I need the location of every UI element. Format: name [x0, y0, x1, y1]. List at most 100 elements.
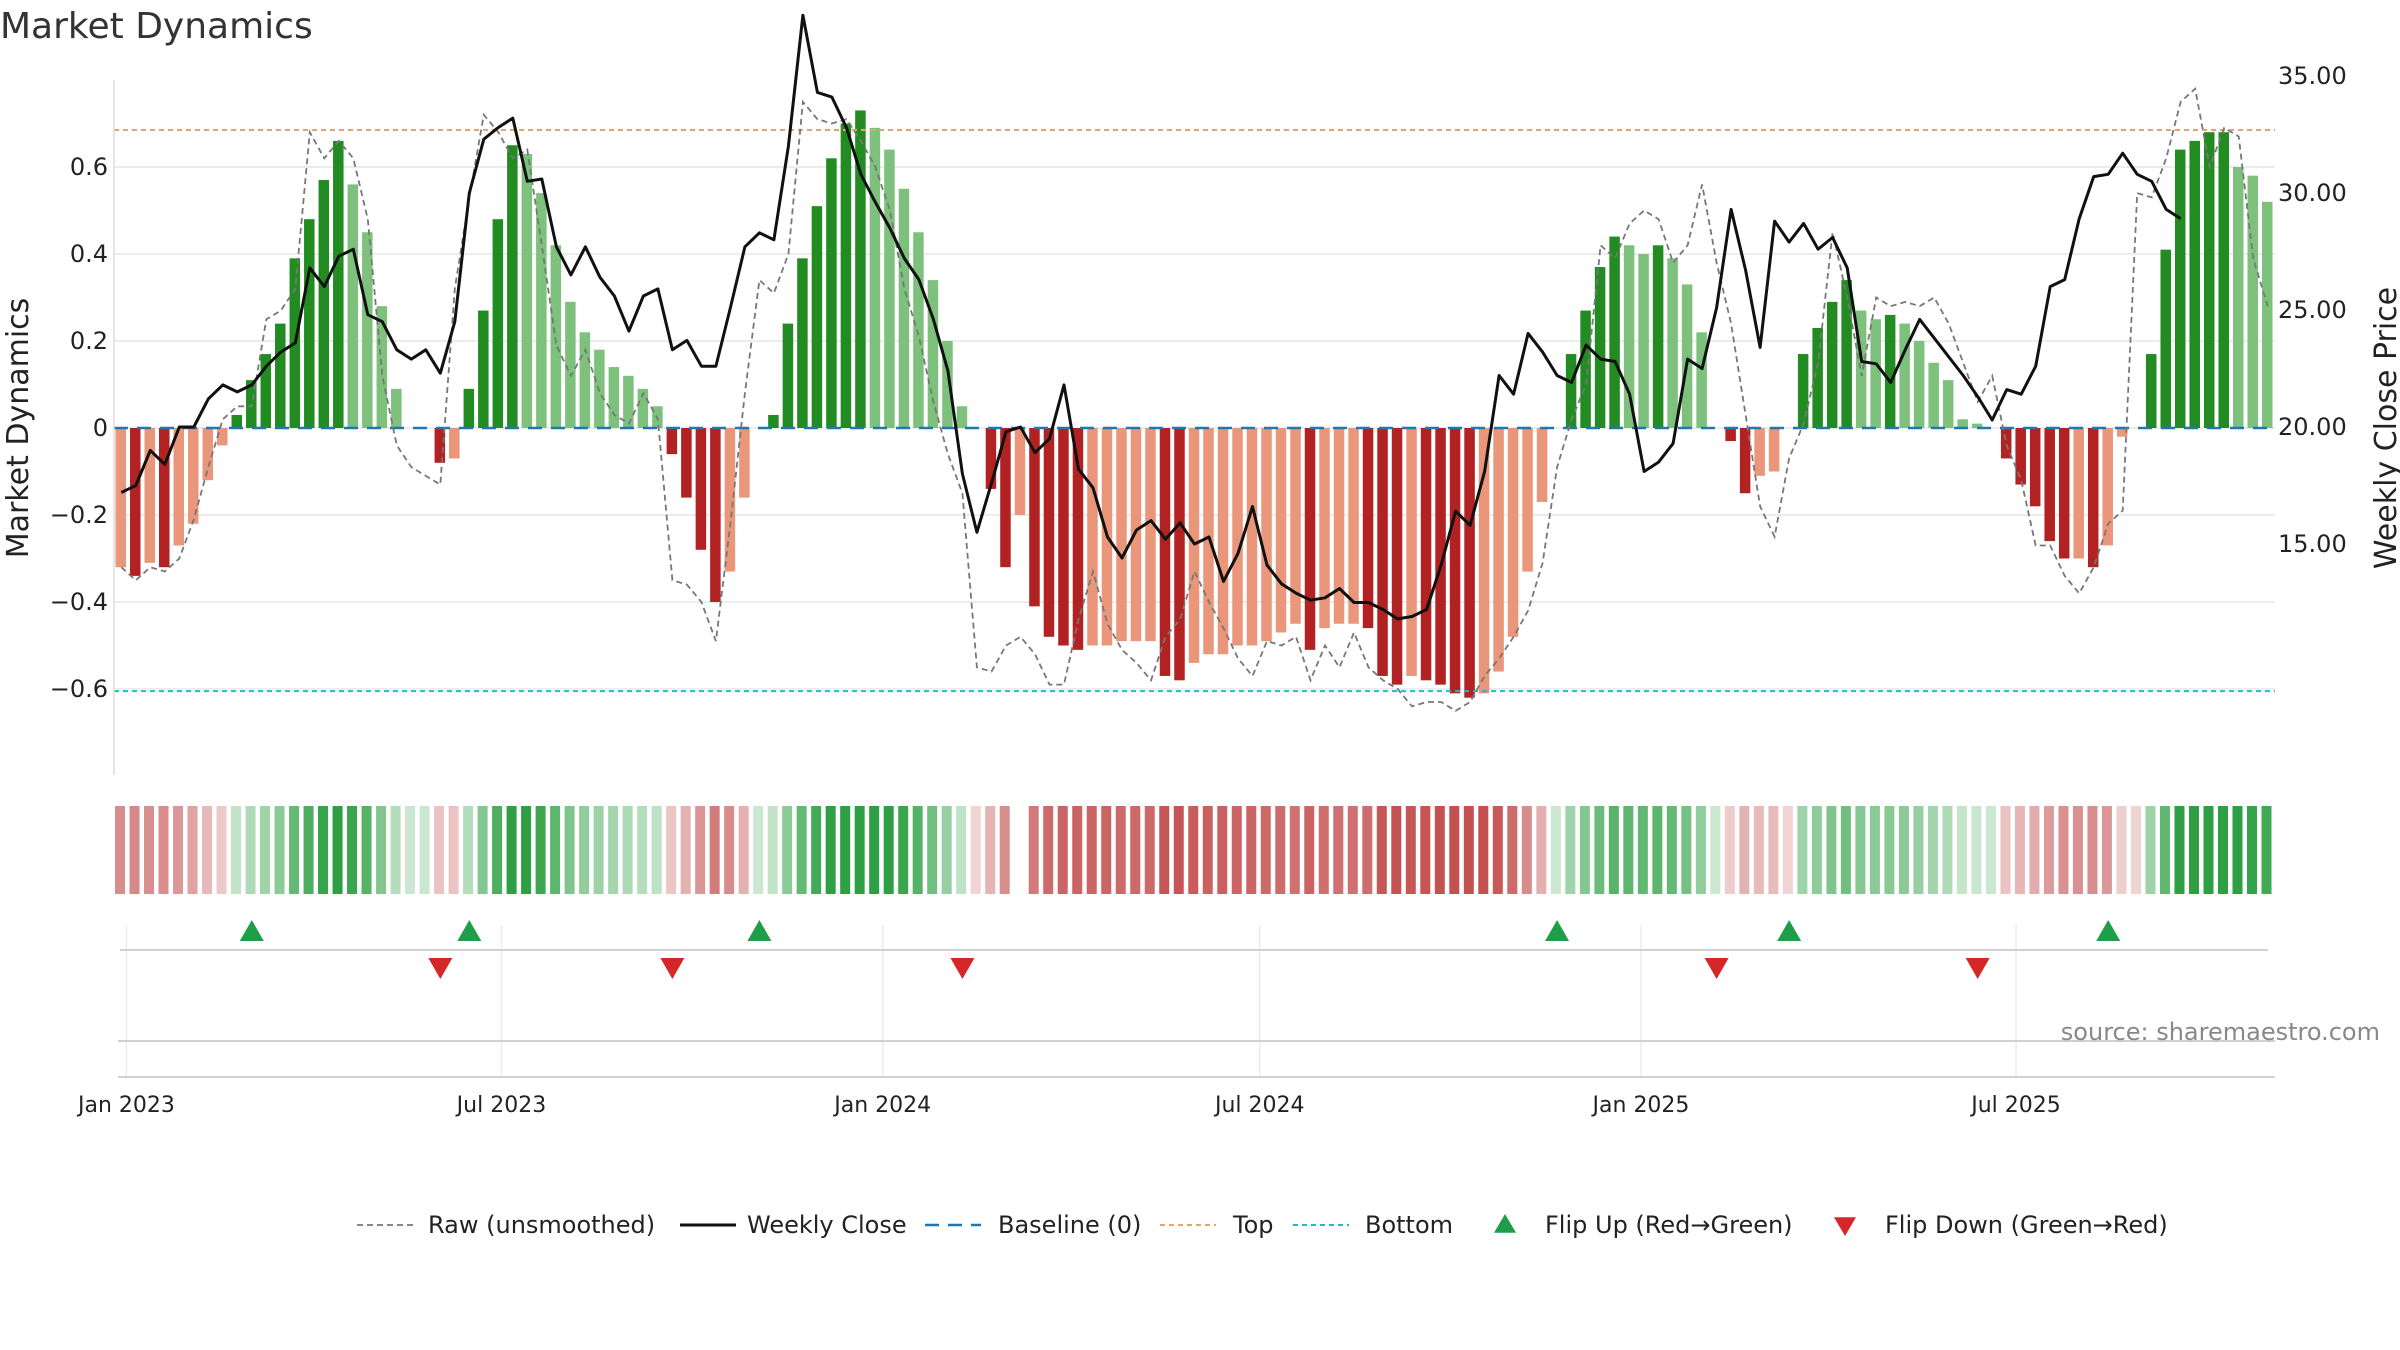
flip-down-marker	[660, 958, 685, 979]
legend-item: Weekly Close	[680, 1211, 907, 1239]
regime-cell	[289, 806, 300, 894]
regime-cell	[1768, 806, 1779, 894]
regime-cell	[767, 806, 778, 894]
reference-lines	[114, 129, 2275, 693]
dynamics-bar	[1246, 428, 1258, 646]
dynamics-bar	[507, 145, 518, 428]
dynamics-bar	[724, 428, 736, 572]
axes: −0.6 −0.4 −0.2 0 0.2 0.4 0.6 15.00 20.00 25.00 30.…	[50, 62, 2347, 1118]
dynamics-bar	[2015, 428, 2026, 485]
x-tick-date: Jul 2023	[455, 1093, 547, 1118]
regime-cell	[405, 806, 416, 894]
dynamics-bar	[2261, 201, 2273, 428]
dynamics-bar	[1087, 428, 1098, 646]
raw-series-line	[120, 86, 2269, 712]
dynamics-bar	[492, 219, 504, 428]
regime-cell	[419, 806, 430, 894]
dynamics-bar	[130, 428, 141, 576]
regime-cell	[1884, 806, 1895, 894]
regime-cell	[1956, 806, 1967, 894]
dynamics-bar	[1377, 428, 1388, 676]
dynamics-bar	[1464, 428, 1475, 698]
regime-cell	[1855, 806, 1866, 894]
regime-cell	[2043, 806, 2054, 894]
regime-cell	[115, 806, 126, 894]
regime-cell	[1550, 806, 1561, 894]
dynamics-bar	[2116, 428, 2128, 437]
dynamics-bar	[202, 428, 214, 481]
dynamics-bar	[1304, 428, 1316, 650]
regime-cell	[2116, 806, 2127, 894]
regime-cell	[1333, 806, 1344, 894]
dynamics-bar	[144, 428, 156, 563]
regime-cell	[1057, 806, 1068, 894]
dynamics-bar	[1029, 428, 1040, 607]
dynamics-bar	[1435, 428, 1446, 685]
y-tick-right: 30.00	[2278, 179, 2347, 207]
legend-item: Top	[1160, 1211, 1274, 1239]
regime-cell	[869, 806, 880, 894]
dynamics-bar	[318, 180, 330, 428]
dynamics-bar	[2218, 132, 2229, 428]
dynamics-bar	[1522, 428, 1533, 572]
regime-cell	[898, 806, 909, 894]
regime-cell	[477, 806, 488, 894]
regime-cell	[1318, 806, 1329, 894]
dynamics-bar	[1928, 362, 1939, 428]
dynamics-bar	[1420, 428, 1432, 681]
dynamics-bar	[1696, 332, 1707, 428]
x-tick-date: Jul 2024	[1213, 1093, 1305, 1118]
legend: Raw (unsmoothed) Weekly Close Baseline (0)…	[357, 1211, 2168, 1239]
dynamics-bar	[304, 219, 315, 428]
dynamics-bar	[1942, 380, 1954, 428]
regime-cell	[1782, 806, 1793, 894]
dynamics-bar	[1014, 428, 1026, 515]
regime-cell	[434, 806, 445, 894]
dynamics-bar	[1826, 301, 1838, 428]
regime-cell	[1608, 806, 1619, 894]
dynamics-bar	[1725, 428, 1736, 442]
dynamics-bar	[1130, 428, 1142, 642]
legend-item: Raw (unsmoothed)	[357, 1211, 655, 1239]
regime-cell	[535, 806, 546, 894]
regime-cell	[129, 806, 140, 894]
dynamics-bar	[391, 388, 402, 428]
regime-cell	[1101, 806, 1112, 894]
dynamics-bar	[681, 428, 692, 498]
regime-cell	[1637, 806, 1648, 894]
regime-cell	[1492, 806, 1503, 894]
y-tick-left: −0.4	[50, 588, 108, 616]
dynamics-bar	[376, 306, 388, 428]
dynamics-bar	[1768, 428, 1780, 472]
dynamics-bar	[1000, 428, 1011, 568]
regime-cell	[695, 806, 706, 894]
regime-cell	[2232, 806, 2243, 894]
regime-cell	[1246, 806, 1257, 894]
regime-cell	[738, 806, 749, 894]
legend-label: Bottom	[1365, 1211, 1453, 1239]
legend-item: Bottom	[1293, 1211, 1453, 1239]
regime-cell	[1579, 806, 1590, 894]
regime-cell	[1927, 806, 1938, 894]
regime-cell	[1826, 806, 1837, 894]
y-tick-left: 0.2	[70, 327, 108, 355]
regime-cell	[550, 806, 561, 894]
regime-cell	[202, 806, 213, 894]
regime-cell	[1391, 806, 1402, 894]
regime-cell	[1275, 806, 1286, 894]
regime-cell	[1449, 806, 1460, 894]
regime-cell	[1521, 806, 1532, 894]
y-tick-right: 20.00	[2278, 413, 2347, 441]
flip-down-marker	[1704, 958, 1729, 979]
regime-cell	[666, 806, 677, 894]
regime-cell	[1420, 806, 1431, 894]
dynamics-bar	[1261, 428, 1272, 642]
dynamics-bar	[565, 301, 576, 428]
dynamics-bar	[478, 310, 489, 428]
regime-cell	[521, 806, 532, 894]
regime-cell	[680, 806, 691, 894]
regime-cell	[782, 806, 793, 894]
flip-up-marker	[239, 920, 264, 941]
dynamics-bar	[1739, 428, 1751, 494]
regime-cell	[2203, 806, 2214, 894]
